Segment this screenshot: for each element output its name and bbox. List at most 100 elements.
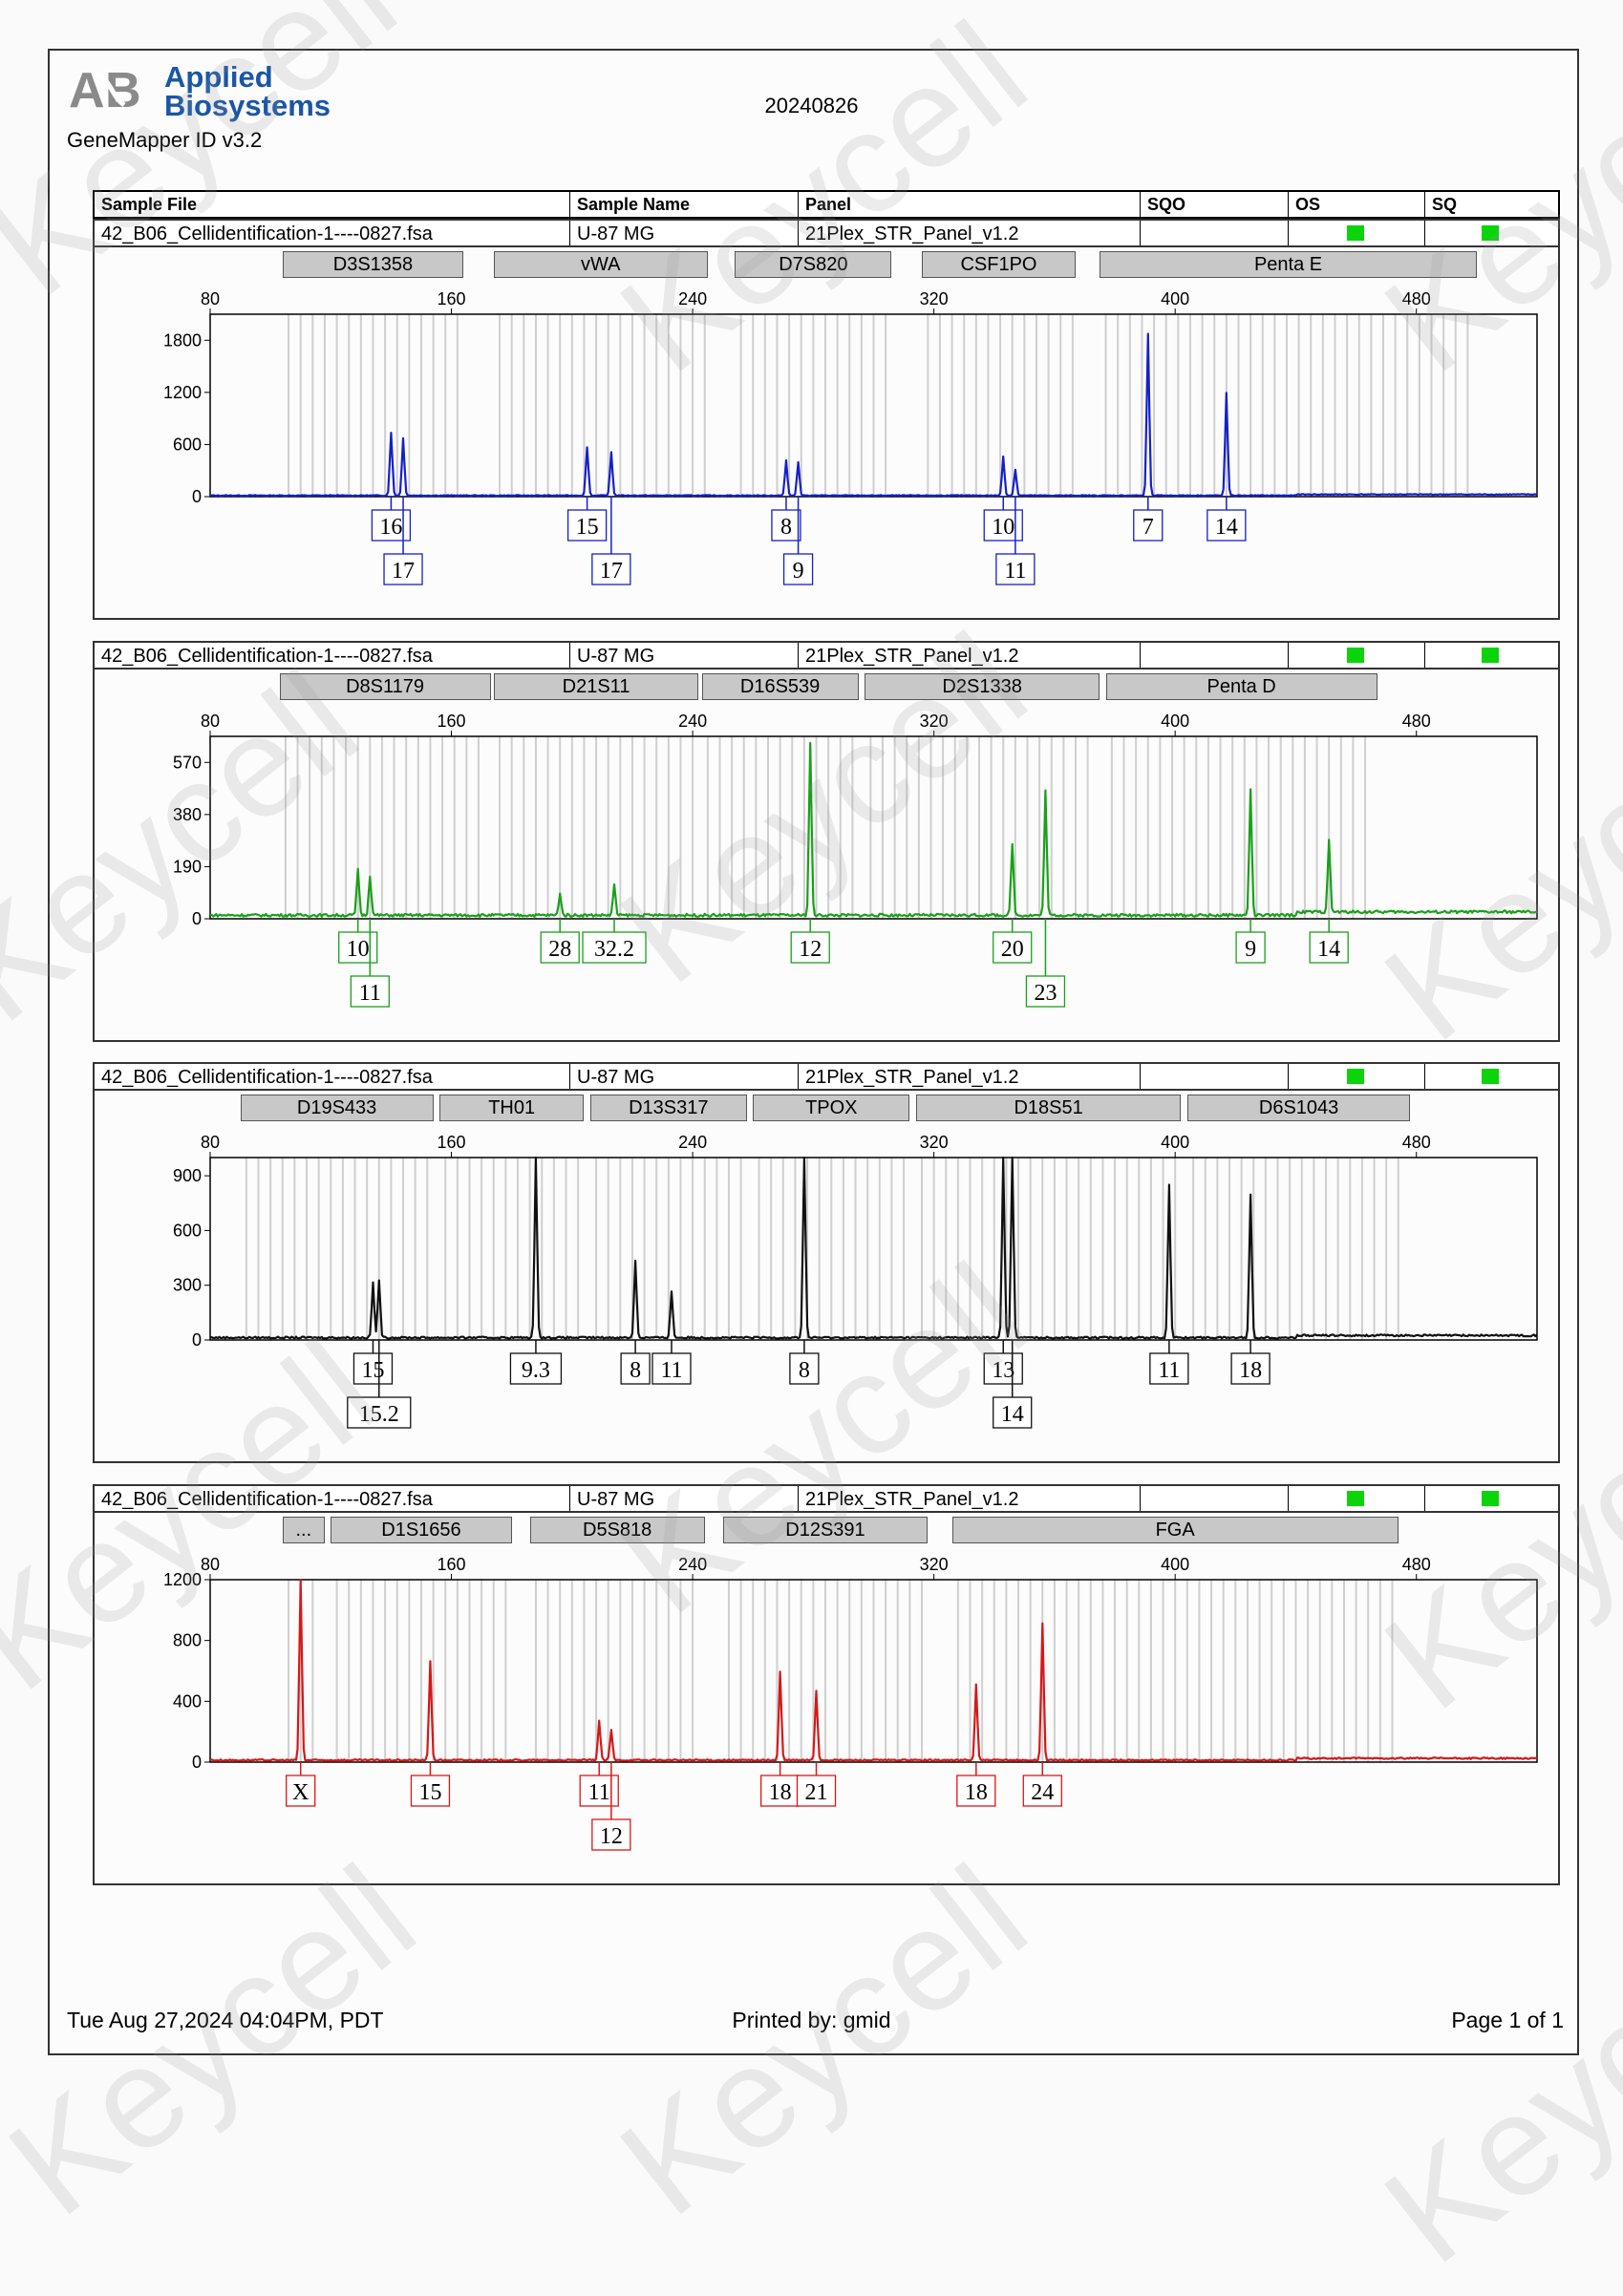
sample-file: 42_B06_Cellidentification-1----0827.fsa (101, 223, 433, 244)
allele-bins (288, 1580, 1394, 1762)
locus-marker[interactable]: D5S818 (529, 1517, 705, 1543)
allele-label-box[interactable] (582, 931, 647, 964)
locus-marker[interactable]: D19S433 (240, 1095, 434, 1121)
allele-call-label: 15 (361, 1358, 384, 1383)
allele-label-box[interactable] (1149, 1352, 1189, 1385)
allele-label-box[interactable] (956, 1775, 996, 1807)
allele-label-box[interactable] (350, 975, 390, 1008)
locus-marker[interactable]: Penta E (1100, 251, 1477, 278)
locus-marker[interactable]: D2S1338 (865, 673, 1100, 700)
y-tick-label: 0 (192, 1330, 202, 1350)
allele-call-label: 28 (548, 937, 571, 962)
locus-marker[interactable]: D8S1179 (279, 673, 491, 700)
allele-label-box[interactable] (1025, 975, 1066, 1008)
y-tick-label: 600 (173, 435, 202, 454)
locus-marker[interactable]: D3S1358 (282, 251, 464, 278)
locus-marker[interactable]: FGA (951, 1517, 1399, 1543)
sample-file: 42_B06_Cellidentification-1----0827.fsa (101, 646, 433, 667)
column-header-row: Sample File Sample Name Panel SQO OS SQ (93, 190, 1560, 219)
allele-call-label: 21 (805, 1780, 828, 1805)
plot-frame (209, 735, 1538, 920)
locus-marker[interactable]: D7S820 (735, 251, 892, 278)
locus-marker[interactable]: D21S11 (493, 673, 699, 700)
run-date: 20240826 (764, 94, 859, 117)
locus-marker[interactable]: D13S317 (589, 1095, 747, 1121)
allele-label-box[interactable] (591, 553, 631, 585)
locus-marker[interactable]: D18S51 (915, 1095, 1182, 1121)
allele-call-label: 15 (418, 1780, 441, 1805)
os-status-indicator (1347, 1491, 1364, 1506)
allele-label-box[interactable] (796, 1775, 837, 1807)
allele-label-box[interactable] (1133, 509, 1164, 542)
allele-label-box[interactable] (286, 1775, 316, 1807)
sample-info-row: 42_B06_Cellidentification-1----0827.fsa U… (95, 221, 1558, 247)
allele-label-box[interactable] (995, 553, 1036, 585)
allele-call-label: 12 (600, 1824, 623, 1849)
allele-label-box[interactable] (410, 1775, 451, 1807)
allele-label-box[interactable] (782, 553, 814, 585)
x-tick-label: 480 (1402, 712, 1431, 731)
allele-bins (245, 1158, 1399, 1340)
allele-label-box[interactable] (771, 509, 801, 542)
allele-call-label: 11 (588, 1780, 610, 1805)
locus-marker[interactable]: D12S391 (722, 1517, 929, 1543)
allele-label-box[interactable] (591, 1818, 631, 1851)
allele-label-box[interactable] (1235, 931, 1266, 964)
logo-line-1: Applied (164, 60, 273, 94)
allele-call-label: 18 (1239, 1358, 1262, 1383)
allele-label-box[interactable] (993, 931, 1033, 964)
allele-call-label: 9 (1245, 937, 1256, 962)
y-tick-label: 190 (173, 857, 202, 876)
x-tick-label: 160 (438, 1555, 466, 1574)
locus-markers: D19S433 TH01 D13S317 TPOX D18S51 D6S1043 (95, 1095, 1558, 1127)
y-tick-label: 300 (173, 1276, 202, 1295)
allele-label-box[interactable] (993, 1396, 1033, 1429)
allele-label-box[interactable] (566, 509, 608, 542)
allele-label-box[interactable] (352, 1352, 394, 1385)
ab-logo-mark-icon: A B (69, 63, 141, 118)
locus-marker[interactable]: vWA (493, 251, 708, 278)
sample-name: U-87 MG (577, 1067, 655, 1088)
locus-marker[interactable]: Penta D (1105, 673, 1377, 700)
locus-marker[interactable]: D16S539 (701, 673, 859, 700)
allele-call-label: 8 (799, 1358, 810, 1383)
signal-trace (209, 1578, 1538, 1762)
x-tick-label: 240 (678, 1555, 707, 1574)
x-tick-label: 80 (201, 712, 220, 731)
allele-label-box[interactable] (1207, 509, 1247, 542)
os-status-indicator (1347, 648, 1364, 663)
x-tick-label: 400 (1161, 1555, 1189, 1574)
sample-panel: 21Plex_STR_Panel_v1.2 (805, 1067, 1019, 1088)
signal-trace (209, 1156, 1538, 1340)
allele-call-label: X (292, 1780, 309, 1805)
allele-label-box[interactable] (540, 931, 580, 964)
allele-call-label: 15 (576, 515, 599, 540)
sample-panel: 21Plex_STR_Panel_v1.2 (805, 1489, 1019, 1510)
locus-marker[interactable]: D6S1043 (1186, 1095, 1411, 1121)
allele-label-box[interactable] (383, 553, 423, 585)
allele-call-label: 18 (965, 1780, 988, 1805)
allele-label-box[interactable] (1230, 1352, 1271, 1385)
allele-call-label: 17 (392, 559, 415, 584)
allele-label-box[interactable] (620, 1352, 651, 1385)
allele-label-box[interactable] (789, 1352, 820, 1385)
allele-call-label: 7 (1143, 515, 1154, 540)
x-tick-label: 400 (1161, 289, 1189, 308)
allele-label-box[interactable] (1309, 931, 1349, 964)
locus-marker[interactable]: ... (282, 1517, 325, 1543)
allele-label-box[interactable] (1022, 1775, 1062, 1807)
allele-label-box[interactable] (651, 1352, 692, 1385)
allele-label-box[interactable] (347, 1396, 412, 1429)
allele-call-label: 14 (1317, 937, 1340, 962)
locus-marker[interactable]: TH01 (438, 1095, 585, 1121)
electropherogram-panel-red: 42_B06_Cellidentification-1----0827.fsa U… (93, 1484, 1560, 1885)
allele-call-label: 11 (1158, 1358, 1180, 1383)
allele-label-box[interactable] (790, 931, 830, 964)
allele-label-box[interactable] (983, 1352, 1023, 1385)
signal-trace (209, 741, 1538, 918)
y-tick-label: 0 (192, 909, 202, 928)
locus-marker[interactable]: D1S1656 (331, 1517, 512, 1543)
allele-label-box[interactable] (509, 1352, 563, 1385)
locus-marker[interactable]: TPOX (753, 1095, 910, 1121)
locus-marker[interactable]: CSF1PO (922, 251, 1076, 278)
